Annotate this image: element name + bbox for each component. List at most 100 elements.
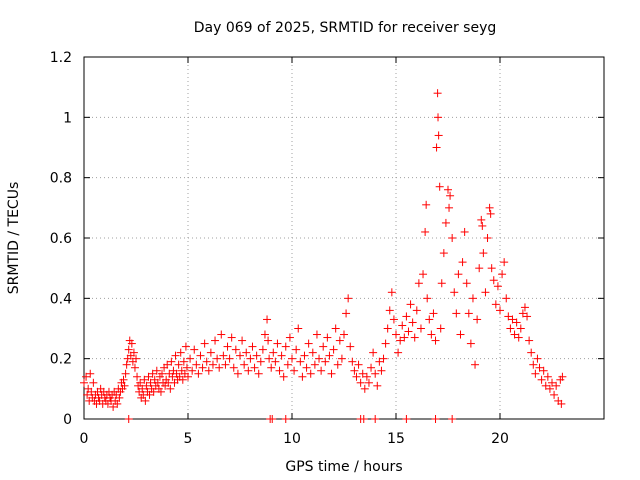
data-point [82,372,91,381]
x-tick-label: 5 [184,431,193,447]
data-point [375,357,384,366]
data-point [277,351,286,360]
data-point [437,279,446,288]
data-point [158,369,166,378]
data-point [194,369,203,378]
data-point [252,351,261,360]
data-point [458,258,467,267]
data-point [242,348,251,357]
data-point [120,381,129,390]
data-point [186,354,195,363]
tick-layer: 0 0.2 0.4 0.6 0.8 1 1.2 0 5 10 15 20 [50,50,604,447]
data-point [215,363,224,372]
data-point [335,336,344,345]
data-point [80,378,88,387]
data-point [346,342,355,351]
data-point [396,336,405,345]
data-point [217,330,226,339]
data-point [136,378,145,387]
data-point [404,327,413,336]
data-point [360,384,369,393]
data-point [223,342,232,351]
data-point [248,342,257,351]
data-point [527,348,536,357]
data-point [315,354,324,363]
data-point [537,375,546,384]
y-axis-label: SRMTID / TECUs [6,182,22,295]
data-point [331,324,340,333]
data-point [342,309,351,318]
data-point [113,399,122,408]
data-point [317,366,326,375]
data-point [132,354,140,363]
data-point [166,384,175,393]
y-tick-label: 0.6 [50,231,72,247]
data-point [402,312,411,321]
data-point [419,270,428,279]
data-point [184,372,192,381]
data-point [283,360,292,369]
data-point [535,363,544,372]
data-point [425,315,434,324]
data-point [473,315,482,324]
data-point [475,264,484,273]
data-point [431,415,440,423]
y-tick-label: 0.4 [50,291,72,307]
data-point [115,393,124,402]
data-point [86,369,95,378]
data-point [148,369,157,378]
data-point [485,203,494,212]
data-point [550,390,559,399]
chart-title: Day 069 of 2025, SRMTID for receiver sey… [194,20,497,36]
data-point [498,270,507,279]
data-point [127,339,136,348]
data-point [238,336,247,345]
data-point [292,345,301,354]
data-point [491,300,500,309]
data-point [269,348,278,357]
data-point [543,372,552,381]
data-point [421,227,430,236]
data-point [358,369,367,378]
data-point [394,348,403,357]
data-point [156,387,165,396]
data-point [327,369,336,378]
data-point [432,143,441,152]
data-point [340,330,348,339]
data-point [264,336,273,345]
data-point [441,218,450,227]
x-tick-label: 20 [491,431,509,447]
data-points [80,89,567,423]
data-point [244,366,253,375]
data-point [258,345,267,354]
data-point [410,333,419,342]
data-point [141,396,150,405]
data-point [122,360,131,369]
data-point [452,309,461,318]
data-point [398,321,407,330]
data-point [462,279,471,288]
data-point [190,345,199,354]
grid-layer [84,57,604,419]
data-point [493,282,502,291]
data-point [541,381,550,390]
data-point [142,381,151,390]
data-point [433,89,442,98]
data-point [373,381,382,390]
data-point [263,315,272,324]
data-point [350,366,359,375]
data-point [381,339,390,348]
data-point [211,336,220,345]
x-tick-label: 10 [283,431,301,447]
data-point [275,366,284,375]
data-point [129,348,138,357]
data-point [133,372,142,381]
data-point [468,294,477,303]
data-point [371,369,380,378]
data-point [464,309,473,318]
data-point [545,384,554,393]
data-point [548,378,556,387]
data-point [364,378,373,387]
data-point [362,372,371,381]
data-point [337,354,346,363]
